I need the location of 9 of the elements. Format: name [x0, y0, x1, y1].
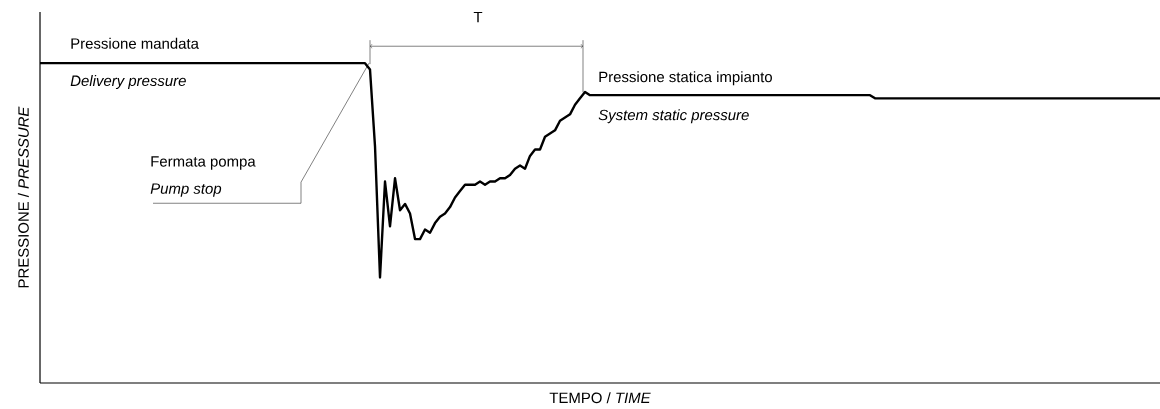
- annotation: Fermata pompa: [151, 156, 256, 170]
- text: Pressione mandata: [71, 37, 199, 49]
- annotation: Delivery pressure: [70, 75, 186, 89]
- annotation: Pressione statica impianto: [599, 71, 772, 86]
- x-axis-title: TEMPO / TIME: [549, 392, 651, 404]
- y-axis-title: PRESSIONE / PRESSURE: [17, 106, 29, 288]
- annotation: Pump stop: [150, 183, 222, 197]
- text: T: [473, 11, 483, 23]
- annotation: System static pressure: [598, 109, 749, 124]
